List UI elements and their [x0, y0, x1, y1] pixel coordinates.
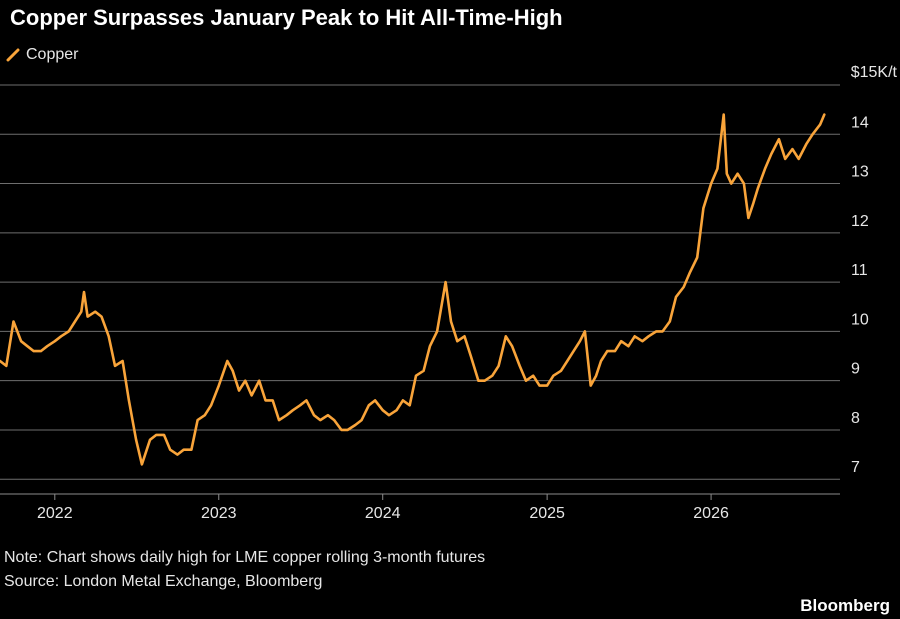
y-tick-label: 7 [851, 459, 860, 476]
series-line-copper [0, 113, 826, 466]
line-chart: $15K/t 7 8 9 10 11 12 13 14 2022 2023 2024 2025 2026 [0, 64, 898, 522]
x-tick-label: 2026 [693, 505, 729, 522]
y-tick-label: 12 [851, 213, 869, 230]
chart-title: Copper Surpasses January Peak to Hit All… [10, 5, 563, 30]
y-tick-label: 9 [851, 361, 860, 378]
y-tick-label: 11 [851, 262, 868, 279]
series-group [0, 113, 826, 466]
x-tick-label: 2022 [37, 505, 73, 522]
chart-note: Note: Chart shows daily high for LME cop… [4, 549, 486, 566]
y-tick-label: 10 [851, 311, 869, 328]
x-tick-label: 2025 [529, 505, 565, 522]
y-unit-label: $15K/t [851, 64, 898, 81]
y-tick-label: 14 [851, 114, 869, 131]
y-axis-labels: $15K/t 7 8 9 10 11 12 13 14 [851, 64, 898, 476]
legend-entry-copper: Copper [26, 46, 79, 63]
y-tick-label: 13 [851, 164, 869, 181]
x-axis: 2022 2023 2024 2025 2026 [0, 493, 840, 522]
x-tick-label: 2024 [365, 505, 401, 522]
legend: Copper [6, 46, 78, 64]
legend-swatch-icon [6, 48, 20, 62]
chart-source: Source: London Metal Exchange, Bloomberg [4, 573, 323, 590]
bloomberg-logo: Bloomberg [800, 596, 890, 615]
gridlines [0, 84, 840, 480]
y-tick-label: 8 [851, 410, 860, 427]
x-tick-label: 2023 [201, 505, 237, 522]
